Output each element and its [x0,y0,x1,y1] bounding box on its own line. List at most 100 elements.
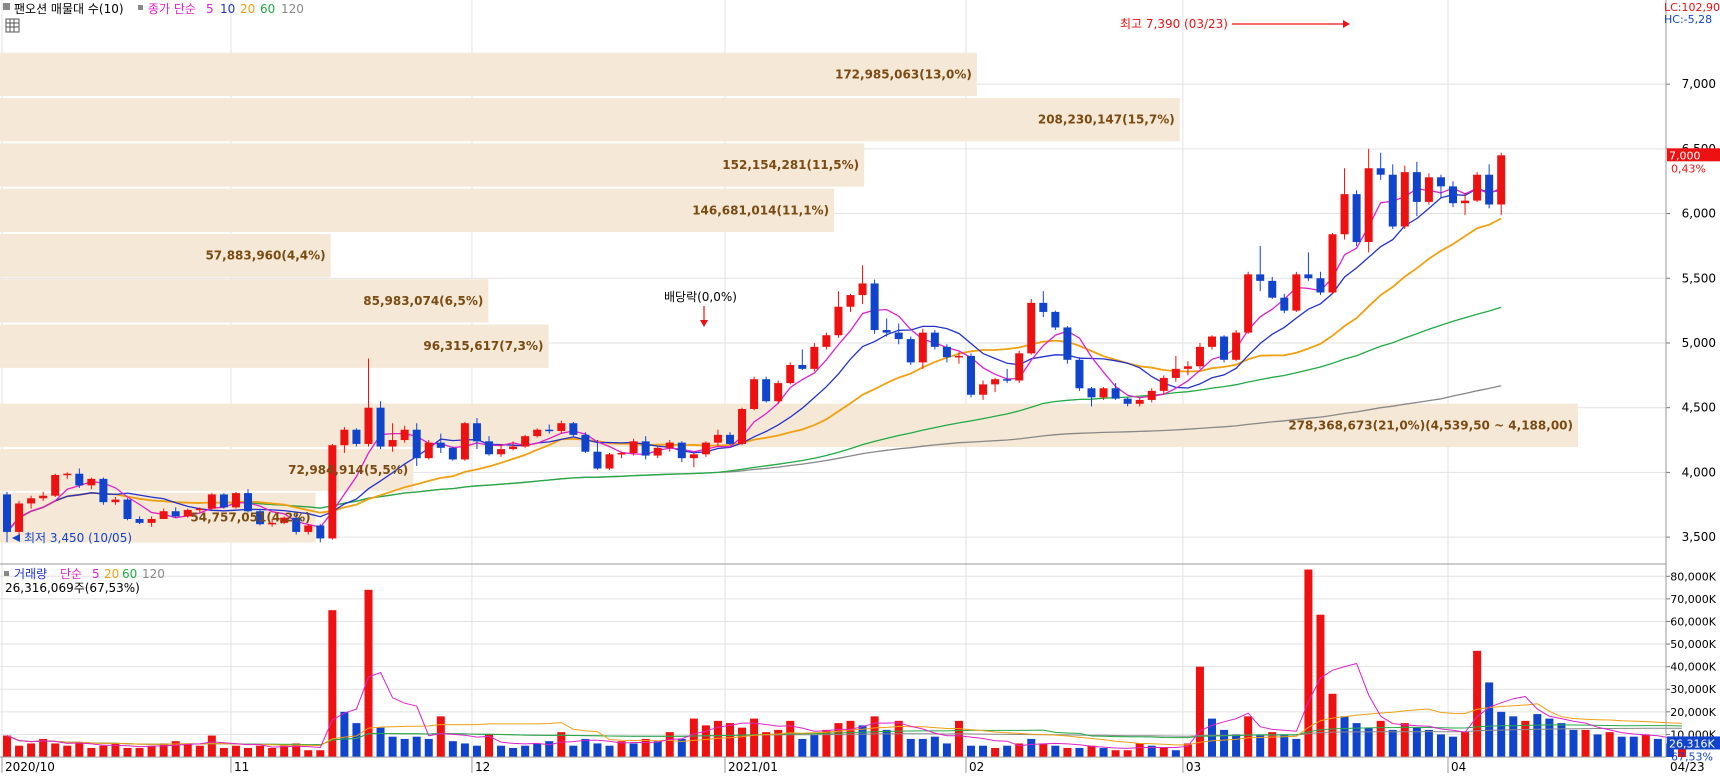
candle-body [509,446,518,450]
candle-body [545,429,554,432]
volume-bar [1171,750,1180,757]
volume-bar [1593,734,1602,757]
volume-profile-label: 172,985,063(13,0%) [835,67,972,81]
legend-title[interactable]: 팬오션 매물대 수(10) [14,2,124,16]
volume-bar [1039,743,1048,757]
candle-body [906,339,915,363]
volume-bar [183,743,192,757]
volume-bar [1003,745,1012,757]
volume-bar [244,747,252,757]
vol-legend-ma20[interactable]: 20 [104,567,119,581]
volume-bar [3,735,11,757]
candle-body [858,283,867,296]
volume-bar [569,745,578,757]
ma60-line [6,306,1502,533]
candle-body [750,379,759,409]
volume-bar [605,745,614,757]
volume-bar [1232,734,1241,757]
volume-ma5-line [6,662,1683,749]
vol-legend-ma120[interactable]: 120 [142,567,165,581]
volume-bar [87,747,96,757]
lc-value: LC:102,90 [1664,1,1720,14]
volume-bar [1509,716,1518,757]
table-toggle-icon[interactable] [5,18,20,33]
candle-body [1461,200,1470,204]
candle-body [1485,174,1494,205]
legend-marker [3,3,10,10]
volume-bar [870,716,879,757]
legend-ma120[interactable]: 120 [281,2,304,16]
volume-tick-label: 60,000K [1670,615,1716,628]
volume-bar [858,725,867,757]
candle-body [219,494,228,508]
vol-legend-ma-prefix[interactable]: 단순 [60,567,82,581]
volume-bar [930,736,939,757]
legend-ma10[interactable]: 10 [220,2,235,16]
candle-body [3,494,11,532]
volume-bar [1605,732,1614,757]
candle-body [810,346,819,369]
candle-body [1449,186,1457,204]
volume-bar [1533,714,1542,757]
volume-bar [1256,734,1265,757]
legend-ma-prefix[interactable]: 종가 단순 [148,2,196,16]
candle-body [1244,274,1253,333]
volume-bar [1449,736,1457,757]
volume-bar [1545,718,1554,757]
legend-ma20[interactable]: 20 [240,2,255,16]
volume-bar [448,741,457,757]
volume-bar [521,745,530,757]
volume-bar [472,745,481,757]
candle-body [207,494,216,509]
volume-bar [51,743,60,757]
candle-body [400,429,409,441]
volume-bar [135,747,144,757]
hc-value: HC:-5,28 [1664,13,1712,26]
volume-bar [1087,745,1096,757]
candle-body [388,440,397,447]
volume-bar [352,723,361,757]
candle-body [521,436,530,447]
volume-bar [581,738,590,757]
volume-bar [762,732,771,757]
vol-legend-ma60[interactable]: 60 [122,567,137,581]
volume-bar [653,741,662,757]
volume-bar [677,738,686,757]
price-tick-label: 7,000 [1682,77,1716,91]
volume-bar [1268,732,1277,757]
volume-bar [1485,682,1494,757]
vol-legend-ma5[interactable]: 5 [92,567,100,581]
volume-bar [979,745,988,757]
dividend-annotation: 배당락(0,0%) [664,290,737,304]
candle-body [991,379,1000,385]
volume-bar [991,747,1000,757]
volume-bar [846,720,855,757]
candle-body [472,423,481,442]
volume-bar [1183,743,1192,757]
volume-profile-label: 85,983,074(6,5%) [363,294,483,308]
volume-profile-bar [0,233,331,278]
volume-bar [340,711,349,757]
candle-body [1316,278,1325,293]
legend-ma5[interactable]: 5 [206,2,214,16]
volume-bar [1461,732,1470,757]
legend-ma60[interactable]: 60 [260,2,275,16]
volume-bar [629,743,638,757]
candle-body [27,498,36,504]
candle-body [147,518,156,523]
volume-bar [207,735,216,757]
candle-body [123,499,132,519]
volume-bar [822,729,831,757]
volume-bar [1280,734,1289,757]
volume-profile-bar [0,188,835,232]
volume-bar [1376,720,1385,757]
candle-body [677,442,686,459]
volume-bar [1099,747,1108,757]
candle-body [1111,388,1120,399]
volume-bar [1424,729,1433,757]
candle-body [1388,174,1397,227]
candle-body [894,332,903,340]
vol-legend-title[interactable]: 거래량 [14,567,47,581]
candle-body [930,332,939,347]
